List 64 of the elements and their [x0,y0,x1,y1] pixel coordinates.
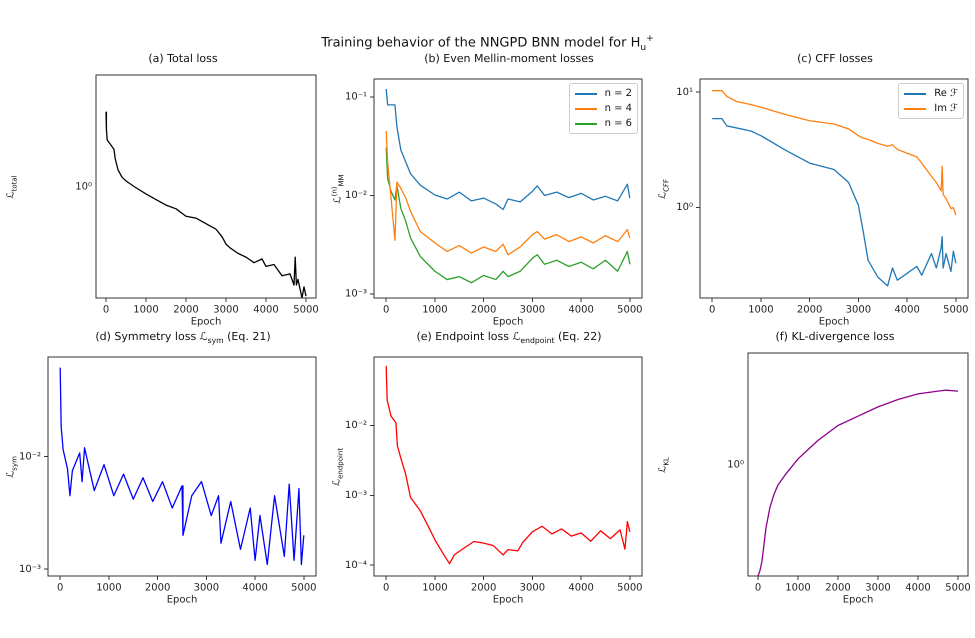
y-tick-label: 10⁻¹ [344,92,367,103]
text: 10⁰ [727,459,744,470]
x-axis-title: Epoch [166,594,198,606]
x-tick-label: 3000 [194,582,220,594]
chart-title: (b) Even Mellin-moment losses [423,52,595,65]
x-tick-label: 3000 [520,582,546,594]
legend-label: n = 4 [604,103,632,114]
x-axis-title: Epoch [492,594,524,606]
legend-label: Im ℱ [934,103,958,114]
y-tick-label: 10⁻³ [18,564,41,575]
x-tick-label: 5000 [291,582,317,594]
legend-label: n = 2 [604,88,632,99]
chart-title: (d) Symmetry loss ℒ$_{sym}$ (Eq. 21) [94,330,272,346]
x-tick-label: 0 [102,304,110,316]
x-tick-label: 3000 [520,304,546,316]
chart-title: (c) CFF losses [796,52,874,65]
x-tick-label: 4000 [568,582,594,594]
x-tick-label: 1000 [96,582,122,594]
x-tick-label: 5000 [617,582,643,594]
x-tick-label: 4000 [568,304,594,316]
x-tick-label: 1000 [785,582,811,594]
x-tick-label: 5000 [945,582,971,594]
x-axis-title: Epoch [190,316,222,328]
x-tick-label: 4000 [905,582,931,594]
y-tick-label: 10⁻⁴ [344,560,367,571]
text: 10⁰ [75,181,92,192]
x-tick-label: 3000 [213,304,239,316]
y-tick-label: 10⁻³ [344,490,367,501]
chart-title: (e) Endpoint loss ℒ$_{endpoint}$ (Eq. 22) [415,330,603,346]
chart-title: (f) KL-divergence loss [774,330,896,343]
x-tick-label: 4000 [253,304,279,316]
x-tick-label: 3000 [865,582,891,594]
y-tick-label: 10⁻² [344,190,367,202]
x-tick-label: 2000 [470,304,496,316]
x-tick-label: 3000 [846,304,872,316]
x-tick-label: 2000 [796,304,822,316]
x-tick-label: 1000 [422,582,448,594]
x-tick-label: 0 [708,304,716,316]
y-tick-label: 10⁻² [18,451,41,462]
y-tick-label: 10⁻³ [344,288,367,300]
x-tick-label: 2000 [470,582,496,594]
x-tick-label: 2000 [144,582,170,594]
legend-label: Re ℱ [934,88,958,99]
x-axis-title: Epoch [492,316,524,328]
x-tick-label: 1000 [748,304,774,316]
x-tick-label: 5000 [293,304,319,316]
legend-label: n = 6 [604,118,632,129]
chart-title: (a) Total loss [147,52,219,65]
x-tick-label: 1000 [133,304,159,316]
x-tick-label: 0 [56,582,64,594]
x-tick-label: 0 [754,582,762,594]
x-tick-label: 0 [382,304,390,316]
x-tick-label: 4000 [894,304,920,316]
x-tick-label: 5000 [943,304,969,316]
y-tick-label: 10¹ [676,86,693,98]
x-tick-label: 5000 [617,304,643,316]
x-axis-title: Epoch [842,594,874,606]
x-axis-title: Epoch [818,316,850,328]
x-tick-label: 2000 [825,582,851,594]
y-tick-label: 10⁻² [344,420,367,431]
x-tick-label: 0 [382,582,390,594]
x-tick-label: 1000 [422,304,448,316]
x-tick-label: 4000 [242,582,268,594]
x-tick-label: 2000 [173,304,199,316]
